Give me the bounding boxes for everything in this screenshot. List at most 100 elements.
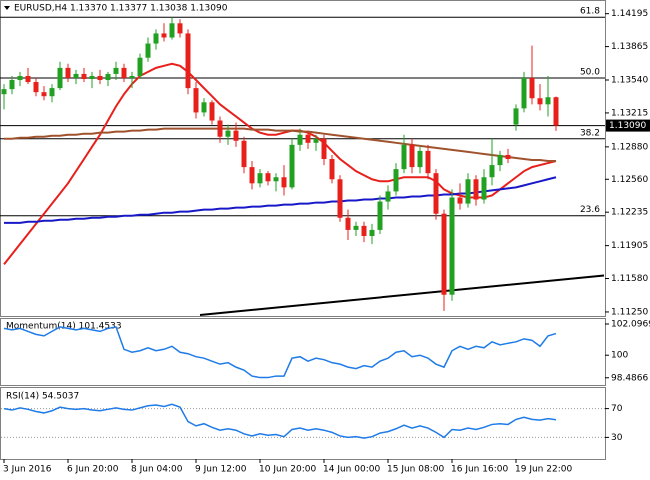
- main-panel: [0, 0, 606, 317]
- fib-label: 61.8: [580, 7, 600, 17]
- fib-label: 23.6: [580, 205, 600, 215]
- y-tick-label: 30: [611, 433, 623, 443]
- candle-body: [305, 134, 311, 143]
- candle-body: [465, 179, 471, 204]
- candle-body: [329, 159, 335, 180]
- price-label: 1.13090: [609, 121, 646, 131]
- candle-body: [473, 179, 479, 200]
- y-tick-label: 1.11580: [611, 274, 648, 284]
- candle-body: [65, 67, 71, 78]
- x-tick-label: 19 Jun 22:00: [515, 465, 572, 475]
- candle-body: [377, 201, 383, 230]
- candle-body: [457, 197, 463, 204]
- candle-body: [401, 144, 407, 170]
- candle-body: [41, 92, 47, 97]
- candle-body: [505, 154, 511, 160]
- x-tick-label: 15 Jun 08:00: [387, 465, 444, 475]
- candle-body: [481, 177, 487, 200]
- x-tick-label: 3 Jun 2016: [3, 465, 52, 475]
- candle-body: [289, 144, 295, 188]
- candle-body: [273, 177, 279, 182]
- y-tick-label: 1.13540: [611, 76, 648, 86]
- candle-body: [105, 73, 111, 81]
- candle-body: [337, 179, 343, 218]
- candle-body: [129, 75, 135, 78]
- candle-body: [313, 138, 319, 143]
- candle-body: [25, 75, 31, 83]
- candle-body: [537, 98, 543, 105]
- candle-body: [145, 43, 151, 58]
- indicator-line: [3, 403, 557, 439]
- rsi-panel: [0, 387, 606, 460]
- candle-body: [137, 57, 143, 76]
- indicator-line: [3, 326, 557, 379]
- candle-body: [425, 150, 431, 174]
- candle-body: [385, 191, 391, 202]
- rsi-title: RSI(14) 54.5037: [6, 392, 79, 402]
- y-tick-label: 70: [611, 404, 623, 414]
- main-plot: [0, 16, 605, 316]
- moving-average: [4, 176, 557, 224]
- fib-label: 38.2: [580, 128, 600, 138]
- candle-body: [209, 102, 215, 121]
- candle-body: [185, 33, 191, 89]
- momentum-title: Momentum(14) 101.4533: [6, 322, 122, 332]
- candle-body: [545, 97, 551, 105]
- candle-body: [441, 213, 447, 295]
- candle-body: [153, 33, 159, 44]
- y-tick-label: 100: [611, 351, 628, 361]
- candle-body: [393, 169, 399, 192]
- fib-label: 50.0: [580, 67, 600, 77]
- candle-body: [73, 73, 79, 78]
- candle-body: [225, 130, 231, 137]
- y-tick-label: 1.11905: [611, 241, 648, 251]
- candle-body: [361, 225, 367, 236]
- candle-body: [217, 120, 223, 137]
- candle-body: [89, 75, 95, 79]
- y-tick-label: 1.12560: [611, 175, 648, 185]
- candle-body: [513, 108, 519, 125]
- candle-body: [17, 75, 23, 81]
- x-tick-label: 6 Jun 20:00: [67, 465, 119, 475]
- candle-body: [353, 225, 359, 230]
- candle-body: [81, 73, 87, 79]
- candle-body: [489, 165, 495, 178]
- candle-body: [33, 82, 39, 93]
- menu-arrow: [4, 6, 10, 10]
- x-tick-label: 9 Jun 12:00: [195, 465, 247, 475]
- y-tick-label: 1.12880: [611, 142, 648, 152]
- candle-body: [9, 80, 15, 90]
- candle-body: [297, 134, 303, 145]
- candle-body: [369, 229, 375, 236]
- candle-body: [241, 140, 247, 168]
- candle-body: [257, 173, 263, 184]
- y-tick-label: 1.12235: [611, 208, 648, 218]
- candle-body: [233, 130, 239, 141]
- x-tick-label: 16 Jun 16:00: [451, 465, 508, 475]
- candle-body: [265, 173, 271, 182]
- candle-body: [345, 217, 351, 230]
- candle-body: [249, 167, 255, 184]
- candle-body: [57, 67, 63, 89]
- candle-body: [529, 77, 535, 99]
- candle-body: [97, 75, 103, 81]
- candle-body: [497, 154, 503, 166]
- candle-body: [113, 67, 119, 74]
- candle-body: [433, 173, 439, 214]
- x-tick-label: 14 Jun 00:00: [323, 465, 380, 475]
- momentum-panel: [0, 318, 606, 386]
- price-box: [606, 119, 650, 132]
- y-tick-label: 1.14195: [611, 9, 648, 19]
- candle-body: [409, 144, 415, 168]
- chart-title: EURUSD,H4 1.13370 1.13377 1.13038 1.1309…: [14, 4, 228, 14]
- candle-body: [49, 88, 55, 97]
- y-tick-label: 102.0969: [611, 320, 650, 330]
- candle-body: [201, 102, 207, 113]
- x-tick-label: 10 Jun 20:00: [259, 465, 316, 475]
- y-tick-label: 1.13215: [611, 108, 648, 118]
- candle-body: [1, 89, 7, 95]
- candle-body: [161, 33, 167, 38]
- candle-body: [121, 67, 127, 78]
- candle-body: [193, 88, 199, 113]
